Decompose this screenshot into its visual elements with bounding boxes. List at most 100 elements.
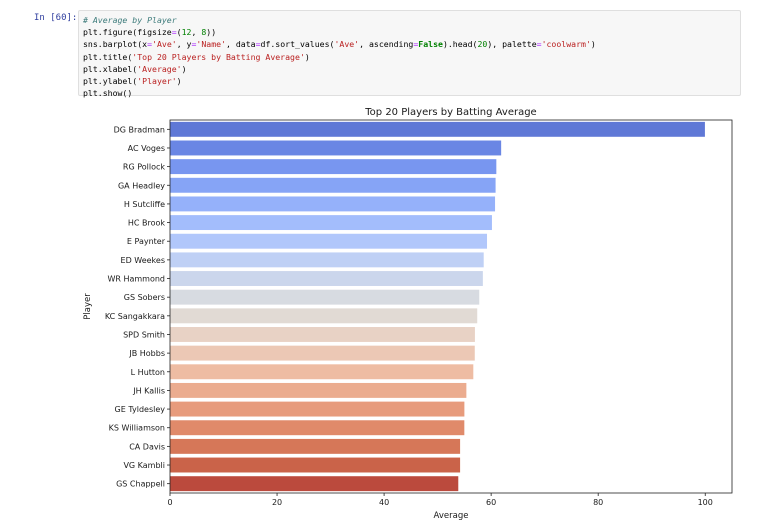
- bar-chart: Top 20 Players by Batting Average Averag…: [83, 107, 733, 521]
- bar: [170, 140, 502, 156]
- y-tick-label: GS Chappell: [116, 480, 165, 489]
- bar: [170, 438, 461, 454]
- bar: [170, 196, 496, 212]
- code-token: plt.figure(figsize: [83, 27, 172, 38]
- code-token: =: [536, 39, 542, 50]
- code-line: # Average by Player: [83, 14, 596, 26]
- code-token: ): [176, 76, 182, 87]
- code-token: ,: [191, 27, 202, 38]
- code-token: =: [191, 39, 197, 50]
- y-axis-label: Player: [83, 293, 93, 320]
- x-tick-label: 40: [379, 498, 389, 507]
- bar: [170, 252, 484, 268]
- code-token: ), palette: [487, 39, 537, 50]
- code-token: 8: [201, 27, 207, 38]
- y-tick-label: KC Sangakkara: [105, 312, 165, 321]
- bar: [170, 215, 492, 231]
- chart-title: Top 20 Players by Batting Average: [364, 107, 536, 118]
- code-token: ): [590, 39, 596, 50]
- bars-group: [170, 121, 705, 492]
- bar: [170, 271, 483, 286]
- code-line: sns.barplot(x='Ave', y='Name', data=df.s…: [83, 38, 596, 50]
- x-tick-label: 80: [593, 498, 603, 507]
- code-token: df.sort_values(: [260, 39, 335, 50]
- x-tick-label: 0: [167, 498, 172, 507]
- bar: [170, 308, 478, 324]
- y-tick-label: GA Headley: [118, 181, 165, 190]
- y-tick-label: HC Brook: [128, 219, 166, 228]
- code-token: plt.title(: [83, 51, 133, 62]
- y-tick-label: CA Davis: [129, 442, 165, 451]
- code-token: plt.ylabel(: [83, 76, 138, 87]
- code-token: sns.barplot(x: [83, 39, 148, 50]
- code-token: ): [181, 63, 187, 74]
- y-tick-label: GS Sobers: [124, 293, 165, 302]
- code-token: 'Ave': [334, 39, 360, 50]
- code-token: 'Average': [137, 63, 182, 74]
- bar: [170, 159, 497, 175]
- code-editor[interactable]: # Average by Player plt.figure(figsize=(1…: [78, 10, 741, 99]
- y-tick-label: KS Williamson: [109, 424, 165, 433]
- bar: [170, 382, 467, 398]
- code-token: , ascending: [359, 39, 414, 50]
- code-token: plt.show(): [83, 88, 133, 99]
- y-tick-label: RG Pollock: [123, 163, 165, 172]
- code-token: False: [418, 39, 443, 50]
- y-tick-label: JB Hobbs: [128, 349, 165, 358]
- code-token: )): [206, 27, 217, 38]
- code-token: , y: [176, 39, 192, 50]
- bar: [170, 476, 459, 492]
- y-tick-label: GE Tyldesley: [115, 405, 166, 414]
- code-token: ): [304, 51, 310, 62]
- code-token: 'Name': [196, 39, 226, 50]
- y-ticks-group: DG Bradman AC Voges RG Pollock GA Headley H …: [105, 125, 170, 489]
- code-token: =: [413, 39, 419, 50]
- y-tick-label: E Paynter: [127, 237, 166, 246]
- code-token: 'Ave': [152, 39, 177, 50]
- bar: [170, 121, 705, 137]
- bar: [170, 457, 461, 473]
- bar: [170, 345, 475, 361]
- y-tick-label: JH Kallis: [132, 386, 165, 395]
- code-token: =: [171, 27, 177, 38]
- bar: [170, 177, 496, 193]
- code-token: plt.xlabel(: [83, 63, 138, 74]
- code-token: ).head(: [442, 39, 478, 50]
- code-line: plt.figure(figsize=(12, 8)): [83, 26, 596, 38]
- y-tick-label: L Hutton: [131, 368, 165, 377]
- bar: [170, 233, 488, 249]
- code-token: 'Player': [137, 76, 177, 87]
- code-line: plt.xlabel('Average'): [83, 63, 596, 75]
- code-text[interactable]: # Average by Player plt.figure(figsize=(1…: [83, 14, 596, 99]
- x-tick-label: 20: [272, 498, 282, 507]
- x-tick-label: 100: [698, 498, 713, 507]
- x-ticks-group: 0 20 40 60 80 100: [167, 493, 713, 507]
- bar: [170, 327, 475, 342]
- y-tick-label: WR Hammond: [107, 275, 165, 284]
- y-tick-label: VG Kambli: [123, 461, 165, 470]
- cell-prompt: In [60]:: [34, 13, 78, 23]
- x-tick-label: 60: [486, 498, 496, 507]
- code-line: plt.title('Top 20 Players by Batting Ave…: [83, 51, 596, 63]
- y-tick-label: H Sutcliffe: [124, 200, 165, 209]
- code-line: plt.show(): [83, 87, 596, 99]
- plot-frame: [169, 119, 733, 494]
- code-token: 'Top 20 Players by Batting Average': [132, 51, 305, 62]
- y-tick-label: DG Bradman: [114, 125, 165, 134]
- x-axis-label: Average: [434, 511, 469, 521]
- bar: [170, 401, 465, 417]
- bar: [170, 420, 465, 436]
- code-token: 'coolwarm': [541, 39, 591, 50]
- code-token: , data: [226, 39, 256, 50]
- y-tick-label: AC Voges: [128, 144, 165, 153]
- code-token: 20: [477, 39, 488, 50]
- bar: [170, 364, 474, 380]
- code-token: 12: [181, 27, 192, 38]
- code-line: plt.ylabel('Player'): [83, 75, 596, 87]
- bar: [170, 289, 480, 305]
- code-token: (: [176, 27, 182, 38]
- y-tick-label: ED Weekes: [121, 256, 165, 265]
- code-token: =: [255, 39, 261, 50]
- code-token: # Average by Player: [83, 15, 177, 25]
